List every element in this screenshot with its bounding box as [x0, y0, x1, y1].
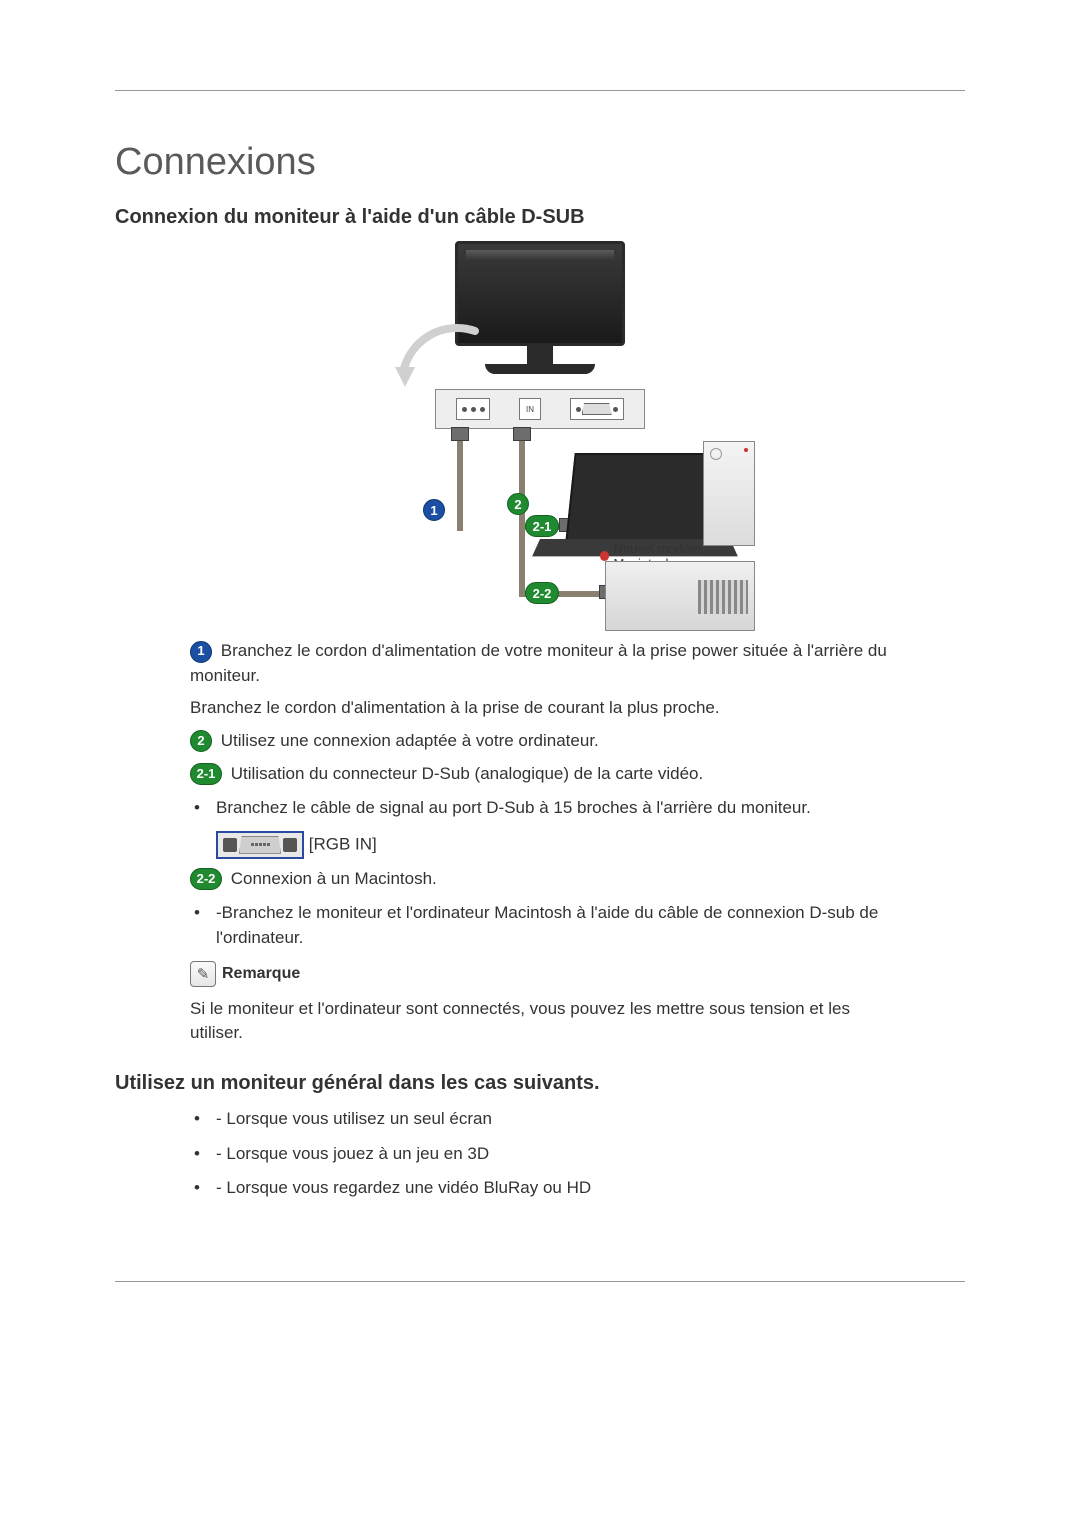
- rgb-port-row: [RGB IN]: [216, 831, 890, 859]
- note-icon: ✎: [190, 961, 216, 987]
- step2-row: 2 Utilisez une connexion adaptée à votre…: [190, 729, 890, 754]
- step21-row: 2-1 Utilisation du connecteur D-Sub (ana…: [190, 762, 890, 787]
- remarque-label: Remarque: [222, 965, 300, 983]
- list-item: - Lorsque vous jouez à un jeu en 3D: [190, 1142, 890, 1167]
- list-item: - Lorsque vous utilisez un seul écran: [190, 1107, 890, 1132]
- power-port-icon: [456, 398, 490, 420]
- badge-1: 1: [190, 641, 212, 663]
- bullet-list-21: Branchez le câble de signal au port D-Su…: [190, 796, 890, 821]
- vga-port-icon: [570, 398, 624, 420]
- diagram-badge-1: 1: [423, 499, 445, 521]
- rgb-label: [RGB IN]: [309, 834, 377, 853]
- step1-text-b: Branchez le cordon d'alimentation à la p…: [190, 696, 890, 721]
- bullet-list-22: -Branchez le moniteur et l'ordinateur Ma…: [190, 901, 890, 950]
- remarque-row: ✎ Remarque: [190, 961, 890, 987]
- mac-unit-illustration: [605, 561, 755, 631]
- connection-diagram: IN 1 2 2-1 2-2: [325, 241, 755, 621]
- bottom-rule: [115, 1281, 965, 1282]
- bullet-21: Branchez le câble de signal au port D-Su…: [190, 796, 890, 821]
- red-dot-icon: [600, 551, 609, 561]
- section2-list: - Lorsque vous utilisez un seul écran - …: [190, 1107, 890, 1201]
- step22-row: 2-2 Connexion à un Macintosh.: [190, 867, 890, 892]
- in-port-icon: IN: [519, 398, 541, 420]
- vga-plug-icon: [513, 427, 531, 441]
- power-plug-icon: [451, 427, 469, 441]
- step1-row: 1 Branchez le cordon d'alimentation de v…: [190, 639, 890, 688]
- rgb-port-icon: [216, 831, 304, 859]
- step2-text: Utilisez une connexion adaptée à votre o…: [221, 731, 599, 750]
- page: Connexions Connexion du moniteur à l'aid…: [0, 0, 1080, 1527]
- diagram-badge-2: 2: [507, 493, 529, 515]
- list-item: - Lorsque vous regardez une vidéo BluRay…: [190, 1176, 890, 1201]
- power-cable: [457, 441, 463, 531]
- vga-cable-main: [519, 441, 525, 591]
- remarque-body: Si le moniteur et l'ordinateur sont conn…: [190, 997, 890, 1046]
- bullet-22: -Branchez le moniteur et l'ordinateur Ma…: [190, 901, 890, 950]
- step22-text: Connexion à un Macintosh.: [231, 869, 437, 888]
- step1-text-a: Branchez le cordon d'alimentation de vot…: [190, 641, 887, 685]
- badge-2-1: 2-1: [190, 763, 222, 785]
- section2-content: - Lorsque vous utilisez un seul écran - …: [190, 1107, 890, 1201]
- section1-heading: Connexion du moniteur à l'aide d'un câbl…: [115, 206, 965, 229]
- badge-2-2: 2-2: [190, 868, 222, 890]
- section1-content: IN 1 2 2-1 2-2: [190, 241, 890, 1046]
- page-title: Connexions: [115, 141, 965, 184]
- section2-heading: Utilisez un moniteur général dans les ca…: [115, 1072, 965, 1095]
- step21-text: Utilisation du connecteur D-Sub (analogi…: [231, 764, 704, 783]
- diagram-badge-22: 2-2: [525, 582, 559, 604]
- top-rule: [115, 90, 965, 91]
- badge-2: 2: [190, 730, 212, 752]
- pc-tower-illustration: [703, 441, 755, 546]
- monitor-port-panel: IN: [435, 389, 645, 429]
